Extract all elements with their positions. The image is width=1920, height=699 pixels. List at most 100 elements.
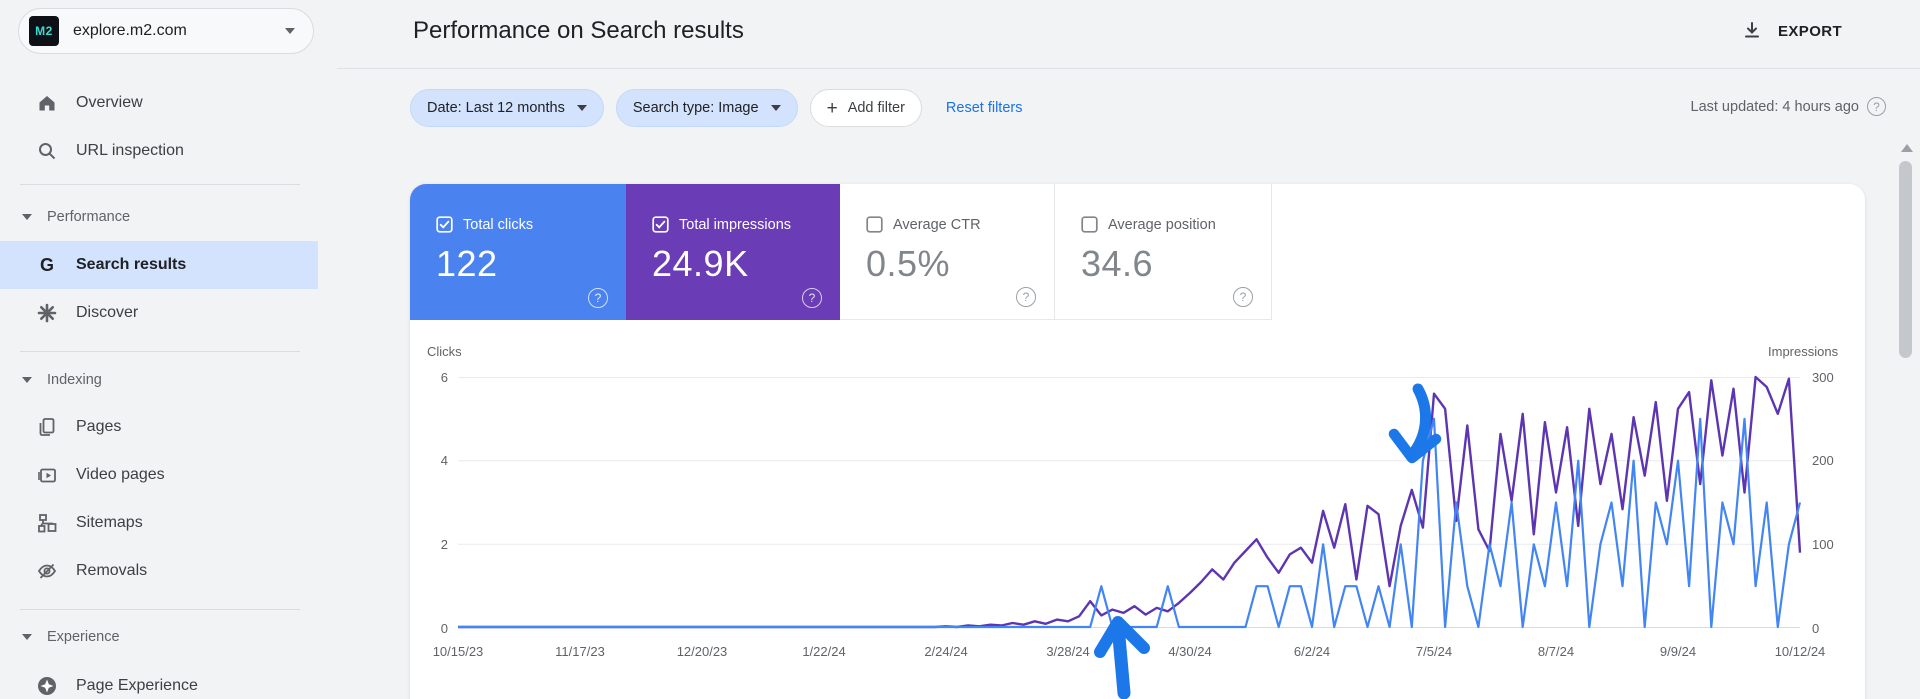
- search-icon: [36, 140, 58, 162]
- checkbox-checked-icon[interactable]: [652, 216, 669, 233]
- add-filter-label: Add filter: [847, 100, 905, 116]
- section-label: Indexing: [47, 372, 102, 388]
- x-axis-tick: 1/22/24: [802, 644, 846, 659]
- download-icon: [1745, 22, 1759, 38]
- section-label: Performance: [47, 209, 131, 225]
- video-pages-icon: [36, 464, 58, 486]
- checkbox-unchecked-icon[interactable]: [1081, 216, 1098, 233]
- sidebar-item-label: URL inspection: [76, 142, 184, 159]
- sidebar-item-overview[interactable]: Overview: [0, 79, 318, 127]
- help-icon[interactable]: ?: [1016, 287, 1036, 307]
- scrollbar-thumb[interactable]: [1899, 161, 1912, 358]
- sidebar-item-search-results[interactable]: G Search results: [0, 241, 318, 289]
- sidebar-item-sitemaps[interactable]: Sitemaps: [0, 499, 318, 547]
- collapse-caret-icon: [22, 634, 32, 640]
- page-experience-icon: [36, 675, 58, 697]
- scroll-up-arrow-icon[interactable]: [1901, 144, 1913, 152]
- right-axis-tick: 100: [1812, 537, 1834, 552]
- right-axis-tick: 300: [1812, 370, 1834, 385]
- metric-tile-average-ctr[interactable]: Average CTR 0.5% ?: [840, 184, 1055, 320]
- right-axis-tick: 200: [1812, 453, 1834, 468]
- metric-label: Average position: [1108, 216, 1216, 233]
- sidebar-section-experience[interactable]: Experience: [0, 619, 318, 655]
- sidebar-item-label: Sitemaps: [76, 514, 143, 531]
- clicks-line: [458, 417, 1802, 629]
- x-axis-tick: 6/2/24: [1293, 644, 1331, 659]
- metric-tile-average-position[interactable]: Average position 34.6 ?: [1055, 184, 1272, 320]
- reset-filters-link[interactable]: Reset filters: [945, 100, 1023, 116]
- date-filter-label: Date: Last 12 months: [427, 100, 565, 116]
- sidebar-item-discover[interactable]: Discover: [0, 289, 318, 337]
- svg-text:G: G: [40, 255, 54, 275]
- plus-icon: +: [826, 97, 838, 119]
- collapse-caret-icon: [22, 377, 32, 383]
- sidebar-item-label: Page Experience: [76, 677, 198, 694]
- sidebar-divider: [20, 351, 300, 352]
- chevron-down-icon: [576, 105, 587, 111]
- left-axis-tick: 6: [440, 370, 448, 385]
- help-icon[interactable]: ?: [1233, 287, 1253, 307]
- sidebar-item-label: Pages: [76, 418, 122, 435]
- help-icon[interactable]: ?: [588, 288, 608, 308]
- collapse-caret-icon: [22, 214, 32, 220]
- sidebar-section-performance[interactable]: Performance: [0, 199, 318, 235]
- add-filter-button[interactable]: + Add filter: [809, 89, 922, 127]
- filter-bar: Date: Last 12 months Search type: Image …: [410, 89, 1022, 127]
- sidebar-divider: [20, 184, 300, 185]
- pages-icon: [36, 416, 58, 438]
- search-type-filter-label: Search type: Image: [632, 100, 759, 116]
- metric-value: 34.6: [1081, 243, 1154, 284]
- discover-asterisk-icon: [36, 302, 58, 324]
- left-axis-tick: 2: [440, 537, 448, 552]
- export-label: EXPORT: [1778, 22, 1843, 40]
- right-axis-tick: 0: [1812, 621, 1820, 636]
- help-icon[interactable]: ?: [1867, 97, 1886, 116]
- metric-label: Total impressions: [679, 216, 792, 233]
- export-button[interactable]: EXPORT: [1740, 14, 1890, 48]
- sidebar-section-indexing[interactable]: Indexing: [0, 362, 318, 398]
- sidebar-item-page-experience[interactable]: Page Experience: [0, 662, 318, 699]
- chart-gridlines: [458, 377, 1800, 628]
- impressions-line: [458, 375, 1802, 629]
- date-filter-chip[interactable]: Date: Last 12 months: [410, 89, 604, 127]
- help-icon[interactable]: ?: [802, 288, 822, 308]
- vertical-scrollbar[interactable]: [1898, 128, 1915, 699]
- metric-value: 24.9K: [652, 243, 749, 284]
- x-axis-tick: 2/24/24: [924, 644, 968, 659]
- metric-value: 0.5%: [866, 243, 951, 284]
- right-axis-title: Impressions: [1768, 344, 1839, 359]
- property-selector[interactable]: M2 explore.m2.com: [18, 8, 314, 54]
- x-axis-tick: 7/5/24: [1415, 644, 1453, 659]
- left-axis-tick: 0: [440, 621, 448, 636]
- annotation-arrow-up: [1094, 616, 1150, 699]
- chevron-down-icon: [770, 105, 781, 111]
- checkbox-unchecked-icon[interactable]: [866, 216, 883, 233]
- metric-tile-total-clicks[interactable]: Total clicks 122 ?: [410, 184, 626, 320]
- x-axis-tick: 10/15/23: [432, 644, 484, 659]
- chevron-down-icon: [285, 28, 295, 34]
- metric-tile-total-impressions[interactable]: Total impressions 24.9K ?: [626, 184, 840, 320]
- sidebar-item-video-pages[interactable]: Video pages: [0, 451, 318, 499]
- annotation-arrow-down: [1388, 383, 1442, 464]
- performance-chart[interactable]: [458, 375, 1802, 699]
- sidebar-item-pages[interactable]: Pages: [0, 403, 318, 451]
- last-updated: Last updated: 4 hours ago ?: [1620, 97, 1886, 116]
- sidebar-item-removals[interactable]: Removals: [0, 547, 318, 595]
- header-divider: [337, 68, 1920, 69]
- property-logo: M2: [29, 16, 59, 46]
- property-name: explore.m2.com: [73, 22, 187, 39]
- metric-label: Total clicks: [463, 216, 534, 233]
- left-axis-title: Clicks: [427, 344, 462, 359]
- metric-label: Average CTR: [893, 216, 981, 233]
- sidebar-item-url-inspection[interactable]: URL inspection: [0, 127, 318, 175]
- eye-off-icon: [36, 560, 58, 582]
- sidebar-item-label: Discover: [76, 304, 139, 321]
- x-axis-tick: 10/12/24: [1774, 644, 1826, 659]
- google-g-icon: G: [36, 254, 58, 276]
- x-axis-tick: 4/30/24: [1168, 644, 1212, 659]
- search-type-filter-chip[interactable]: Search type: Image: [615, 89, 798, 127]
- sidebar-item-label: Overview: [76, 94, 143, 111]
- x-axis-tick: 9/9/24: [1659, 644, 1697, 659]
- checkbox-checked-icon[interactable]: [436, 216, 453, 233]
